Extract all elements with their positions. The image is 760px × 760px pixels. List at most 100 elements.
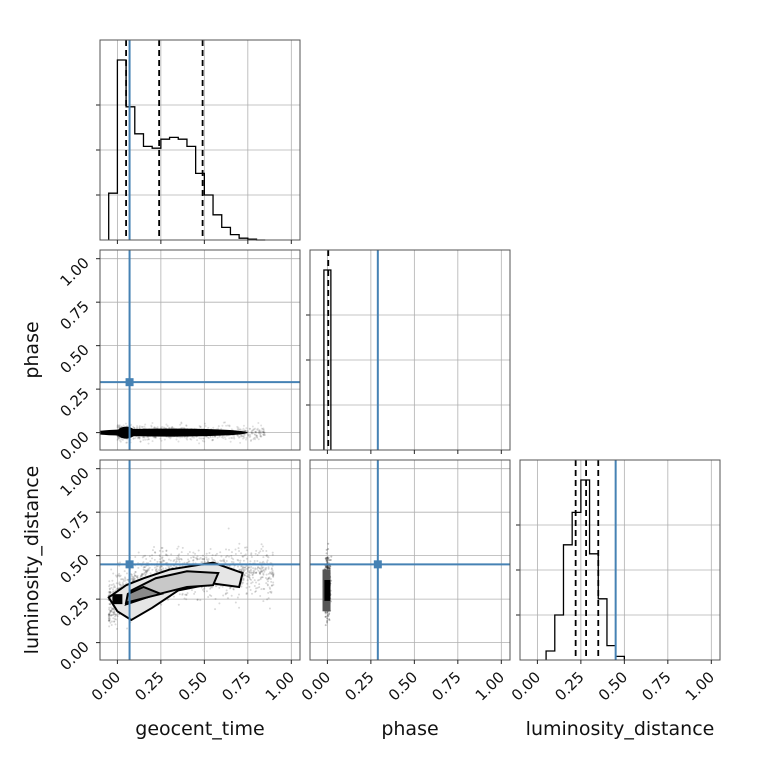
panel-hist-luminosity_distance	[516, 459, 721, 661]
sample-point	[245, 592, 248, 595]
sample-point	[224, 438, 227, 441]
sample-point	[218, 435, 221, 438]
sample-point	[261, 561, 264, 564]
sample-point	[250, 431, 253, 434]
sample-point	[205, 552, 208, 555]
sample-point	[325, 552, 328, 555]
sample-point	[260, 435, 263, 438]
sample-point	[272, 574, 275, 577]
sample-point	[240, 435, 243, 438]
sample-point	[271, 569, 274, 572]
sample-point	[153, 436, 156, 439]
sample-point	[126, 441, 129, 444]
sample-point	[258, 430, 261, 433]
sample-point	[271, 572, 274, 575]
sample-point	[116, 574, 119, 577]
sample-point	[224, 592, 227, 595]
sample-point	[238, 593, 241, 596]
sample-point	[237, 436, 240, 439]
sample-point	[255, 428, 258, 431]
sample-point	[203, 587, 206, 590]
sample-point	[110, 608, 113, 611]
sample-point	[259, 431, 262, 434]
sample-point	[265, 554, 268, 557]
sample-point	[267, 572, 270, 575]
sample-point	[228, 548, 231, 551]
sample-point	[249, 433, 252, 436]
sample-point	[326, 566, 329, 569]
x-tick-label: 0.75	[218, 668, 254, 704]
sample-point	[178, 593, 181, 596]
sample-point	[116, 424, 119, 427]
sample-point	[151, 554, 154, 557]
sample-point	[248, 566, 251, 569]
panel-frame	[309, 459, 511, 661]
sample-point	[242, 581, 245, 584]
sample-point	[110, 620, 113, 623]
sample-point	[255, 571, 258, 574]
sample-point	[324, 615, 327, 618]
sample-point	[183, 427, 186, 430]
sample-point	[109, 591, 112, 594]
sample-point	[262, 549, 265, 552]
sample-point	[239, 561, 242, 564]
sample-point	[180, 426, 183, 429]
sample-point	[124, 422, 127, 425]
sample-point	[230, 428, 233, 431]
sample-point	[108, 619, 111, 622]
sample-point	[265, 561, 268, 564]
sample-point	[119, 440, 122, 443]
sample-point	[327, 548, 330, 551]
sample-point	[121, 584, 124, 587]
sample-point	[251, 581, 254, 584]
sample-point	[242, 566, 245, 569]
x-tick-label: 0.50	[385, 668, 421, 704]
sample-point	[238, 428, 241, 431]
sample-point	[125, 572, 128, 575]
sample-point	[155, 568, 158, 571]
sample-point	[190, 438, 193, 441]
sample-point	[262, 431, 265, 434]
sample-point	[265, 549, 268, 552]
sample-point	[271, 553, 274, 556]
sample-point	[139, 574, 142, 577]
sample-point	[171, 426, 174, 429]
sample-point	[251, 432, 254, 435]
sample-point	[243, 574, 246, 577]
sample-point	[108, 618, 111, 621]
sample-point	[242, 577, 245, 580]
sample-point	[135, 427, 138, 430]
sample-point	[228, 437, 231, 440]
sample-point	[130, 423, 133, 426]
sample-point	[113, 620, 116, 623]
sample-point	[247, 566, 250, 569]
sample-point	[244, 553, 247, 556]
sample-point	[255, 581, 258, 584]
sample-point	[143, 425, 146, 428]
sample-point	[234, 548, 237, 551]
sample-point	[236, 434, 239, 437]
sample-point	[175, 560, 178, 563]
sample-point	[158, 554, 161, 557]
sample-point	[260, 570, 263, 573]
sample-point	[230, 594, 233, 597]
sample-point	[211, 436, 214, 439]
sample-point	[266, 578, 269, 581]
sample-point	[134, 556, 137, 559]
sample-point	[259, 578, 262, 581]
sample-point	[124, 576, 127, 579]
sample-point	[141, 573, 144, 576]
sample-point	[199, 599, 202, 602]
sample-point	[146, 568, 149, 571]
sample-point	[133, 427, 136, 430]
sample-point	[117, 437, 120, 440]
sample-point	[175, 558, 178, 561]
sample-point	[151, 568, 154, 571]
sample-point	[253, 428, 256, 431]
sample-point	[260, 427, 263, 430]
sample-point	[124, 579, 127, 582]
sample-point	[259, 594, 262, 597]
sample-point	[326, 565, 329, 568]
sample-point	[166, 554, 169, 557]
sample-point	[246, 570, 249, 573]
